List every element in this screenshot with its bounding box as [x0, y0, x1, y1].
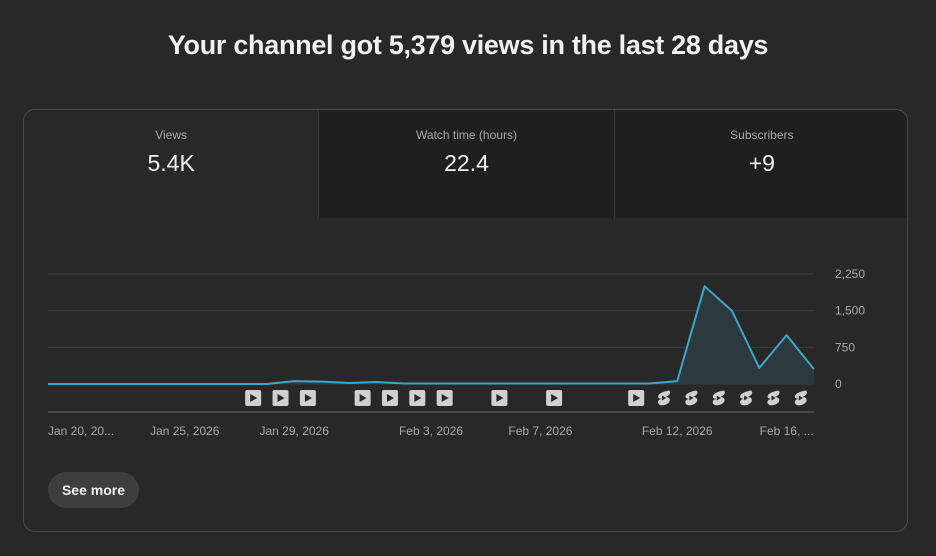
y-tick-label: 750 [835, 340, 855, 354]
y-tick-label: 2,250 [835, 267, 865, 281]
short-marker-icon[interactable] [712, 390, 725, 406]
video-marker-icon[interactable] [491, 390, 508, 406]
video-marker-icon[interactable] [354, 390, 371, 406]
metric-tabs: Views 5.4K Watch time (hours) 22.4 Subsc… [24, 110, 907, 218]
video-marker-icon[interactable] [299, 390, 316, 406]
x-tick-label: Feb 12, 2026 [642, 424, 713, 438]
video-marker-icon[interactable] [245, 390, 262, 406]
video-marker-icon[interactable] [628, 390, 645, 406]
short-marker-icon[interactable] [794, 390, 807, 406]
views-line [48, 285, 815, 385]
tab-subscribers-label: Subscribers [730, 128, 794, 142]
see-more-button[interactable]: See more [48, 472, 139, 508]
tab-views-value: 5.4K [147, 150, 195, 176]
views-chart[interactable]: 0 750 1,500 2,250 Jan 20, 20... Jan 25, 2026 J… [24, 218, 908, 448]
y-tick-label: 1,500 [835, 304, 865, 318]
analytics-card: Views 5.4K Watch time (hours) 22.4 Subsc… [23, 109, 908, 532]
tab-views[interactable]: Views 5.4K [24, 110, 319, 218]
views-area [48, 286, 814, 384]
tab-watch-time-label: Watch time (hours) [416, 128, 517, 142]
video-marker-icon[interactable] [272, 390, 289, 406]
x-tick-label: Feb 7, 2026 [508, 424, 572, 438]
short-marker-icon[interactable] [685, 390, 698, 406]
video-marker-icon[interactable] [436, 390, 453, 406]
tab-subscribers[interactable]: Subscribers +9 [613, 110, 907, 218]
x-tick-label: Jan 25, 2026 [150, 424, 220, 438]
video-marker-icon[interactable] [381, 390, 398, 406]
page-title: Your channel got 5,379 views in the last… [167, 30, 769, 60]
x-tick-label: Feb 3, 2026 [399, 424, 463, 438]
tab-subscribers-value: +9 [748, 150, 775, 176]
x-tick-label: Jan 29, 2026 [260, 424, 330, 438]
video-marker-icon[interactable] [409, 390, 426, 406]
x-tick-label: Feb 16, ... [760, 424, 814, 438]
short-marker-icon[interactable] [767, 390, 780, 406]
short-marker-icon[interactable] [740, 390, 753, 406]
tab-watch-time[interactable]: Watch time (hours) 22.4 [318, 110, 614, 218]
y-tick-label: 0 [835, 377, 842, 391]
x-tick-label: Jan 20, 20... [48, 424, 114, 438]
tab-views-label: Views [155, 128, 188, 142]
tab-watch-time-value: 22.4 [444, 150, 489, 176]
short-marker-icon[interactable] [657, 390, 671, 406]
video-marker-icon[interactable] [546, 390, 563, 406]
